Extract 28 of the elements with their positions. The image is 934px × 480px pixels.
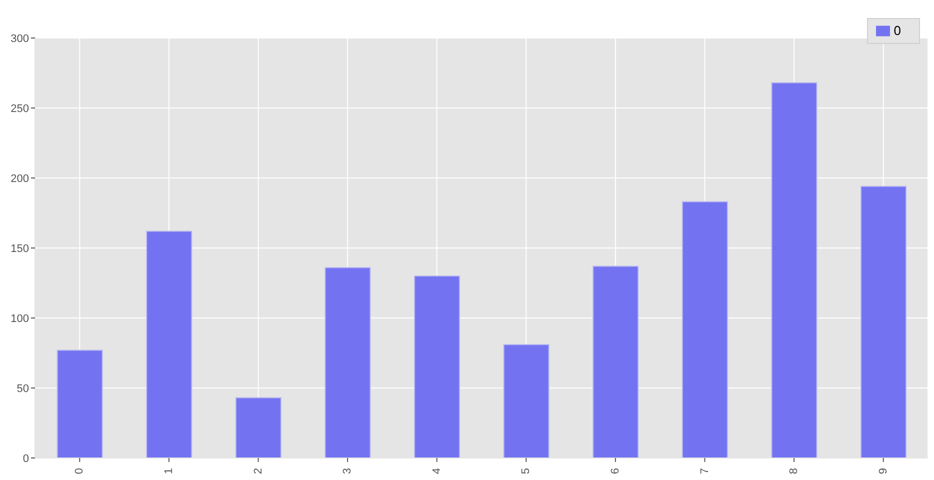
x-tick-label: 4	[430, 468, 443, 474]
bar	[682, 201, 728, 458]
bar	[235, 397, 282, 458]
x-tick-label: 5	[520, 468, 532, 474]
x-tick-label: 7	[698, 468, 711, 474]
y-tick-label: 100	[10, 312, 29, 325]
y-tick-label: 250	[10, 102, 29, 115]
bar	[324, 267, 371, 458]
bar	[146, 230, 192, 458]
bar	[503, 344, 550, 458]
x-tick-label: 1	[162, 468, 175, 474]
y-tick-label: 200	[10, 172, 29, 185]
x-tick-label: 8	[788, 468, 800, 474]
x-tick-label: 2	[252, 468, 264, 474]
bar	[414, 276, 460, 458]
bar	[860, 186, 907, 458]
y-tick-label: 50	[16, 382, 29, 395]
y-tick-label: 0	[22, 452, 29, 465]
x-tick-label: 6	[609, 468, 622, 474]
x-tick-label: 9	[877, 468, 890, 474]
x-tick-label: 3	[342, 468, 354, 474]
x-tick-label: 0	[74, 468, 86, 474]
bar	[592, 266, 639, 458]
legend-label: 0	[894, 23, 901, 38]
y-tick-label: 150	[10, 242, 29, 255]
bar	[771, 82, 818, 458]
bar	[56, 350, 103, 458]
y-tick-label: 300	[10, 32, 29, 45]
